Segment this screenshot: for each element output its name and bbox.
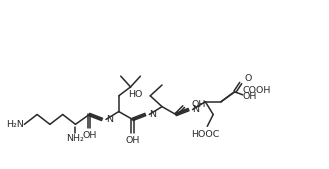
Text: OH: OH <box>125 136 140 144</box>
Text: OH: OH <box>243 92 257 101</box>
Text: H₂N: H₂N <box>7 120 24 129</box>
Text: OH: OH <box>191 100 206 109</box>
Text: HOOC: HOOC <box>191 130 219 139</box>
Text: N: N <box>192 105 199 114</box>
Text: N: N <box>106 115 113 124</box>
Text: NH₂: NH₂ <box>66 134 85 143</box>
Text: HO: HO <box>128 90 142 99</box>
Text: N: N <box>149 110 156 119</box>
Text: COOH: COOH <box>243 86 271 95</box>
Text: O: O <box>245 74 252 83</box>
Text: OH: OH <box>82 131 96 140</box>
